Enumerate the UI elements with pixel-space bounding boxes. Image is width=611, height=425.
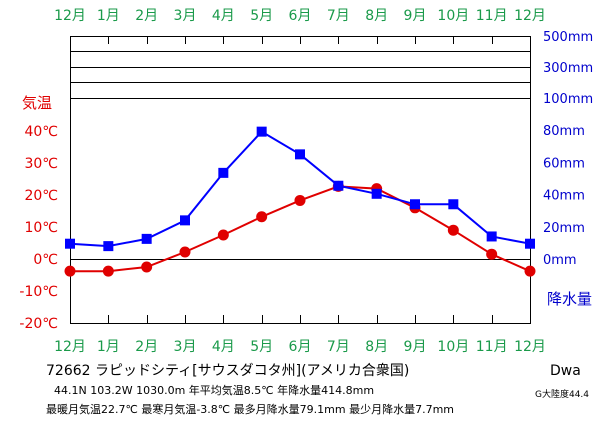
precipitation-point xyxy=(448,199,459,210)
station-title: 72662 ラピッドシティ[サウスダコタ州](アメリカ合衆国) xyxy=(46,363,409,379)
precipitation-point xyxy=(371,188,382,199)
month-label-top: 11月 xyxy=(476,8,508,24)
month-label-top: 4月 xyxy=(212,8,235,24)
precip-upper-grid xyxy=(70,51,530,260)
temperature-point xyxy=(294,194,306,206)
month-label-top: 12月 xyxy=(514,8,546,24)
month-label-top: 12月 xyxy=(54,8,86,24)
precipitation-point xyxy=(218,167,229,178)
precipitation-tick-label: 300mm xyxy=(543,61,593,76)
month-label-bottom: 8月 xyxy=(365,339,388,355)
month-label-bottom: 1月 xyxy=(97,339,120,355)
series-layer xyxy=(64,126,536,277)
precipitation-point xyxy=(103,241,114,252)
month-label-bottom: 2月 xyxy=(135,339,158,355)
precipitation-tick-label: 60mm xyxy=(543,156,585,171)
precipitation-line xyxy=(69,130,531,248)
temperature-point xyxy=(102,265,114,277)
month-label-bottom: 5月 xyxy=(250,339,273,355)
temperature-tick-label: -20℃ xyxy=(19,316,58,332)
station-extremes: 最暖月気温22.7℃ 最寒月気温-3.8℃ 最多月降水量79.1mm 最少月降水… xyxy=(46,402,454,416)
temperature-point xyxy=(141,261,153,273)
temperature-point xyxy=(64,265,76,277)
precipitation-tick-label: 40mm xyxy=(543,189,585,204)
month-label-bottom: 3月 xyxy=(174,339,197,355)
precipitation-tick-labels: 500mm 300mm 100mm 80mm 60mm 40mm 20mm 0mm xyxy=(543,30,593,268)
temperature-tick-label: 10℃ xyxy=(24,220,58,236)
precipitation-point xyxy=(295,149,305,160)
precipitation-axis-title: 降水量 xyxy=(547,290,592,308)
month-label-bottom: 7月 xyxy=(327,339,350,355)
temperature-point xyxy=(486,248,498,260)
month-label-top: 6月 xyxy=(289,8,312,24)
month-label-top: 8月 xyxy=(365,8,388,24)
month-label-bottom: 12月 xyxy=(54,339,86,355)
precipitation-point xyxy=(333,180,344,191)
month-label-top: 3月 xyxy=(174,8,197,24)
temperature-tick-label: 30℃ xyxy=(24,156,58,172)
precipitation-point xyxy=(486,231,497,242)
precipitation-tick-label: 80mm xyxy=(543,124,585,139)
month-label-bottom: 4月 xyxy=(212,339,235,355)
station-stats: 44.1N 103.2W 1030.0m 年平均気温8.5℃ 年降水量414.8… xyxy=(54,383,374,397)
month-label-bottom: 11月 xyxy=(476,339,508,355)
temperature-point xyxy=(447,224,459,236)
plot-frame xyxy=(70,36,531,324)
month-label-top: 2月 xyxy=(135,8,158,24)
precipitation-point xyxy=(141,233,152,244)
month-label-bottom: 10月 xyxy=(437,339,469,355)
bottom-month-labels: 12月 1月 2月 3月 4月 5月 6月 7月 8月 9月 10月 11月 12月 xyxy=(54,339,546,355)
temperature-axis-title: 気温 xyxy=(22,94,52,112)
precipitation-point xyxy=(65,238,75,249)
temperature-point xyxy=(217,229,229,241)
climate-code: Dwa xyxy=(550,363,581,379)
precipitation-point xyxy=(180,215,190,226)
precipitation-tick-label: 0mm xyxy=(543,253,577,268)
temperature-tick-label: -10℃ xyxy=(19,284,58,300)
temperature-point xyxy=(256,211,268,223)
month-label-bottom: 6月 xyxy=(289,339,312,355)
temperature-point xyxy=(179,246,191,258)
top-month-labels: 12月 1月 2月 3月 4月 5月 6月 7月 8月 9月 10月 11月 12月 xyxy=(54,8,546,24)
precipitation-tick-label: 20mm xyxy=(543,221,585,236)
x-tick-marks xyxy=(70,36,531,323)
temperature-tick-label: 20℃ xyxy=(24,188,58,204)
precipitation-point xyxy=(256,126,267,137)
temperature-tick-label: 0℃ xyxy=(33,252,58,268)
month-label-top: 7月 xyxy=(327,8,350,24)
month-label-top: 9月 xyxy=(404,8,427,24)
continentality-index: G大陸度44.4 xyxy=(535,388,589,400)
month-label-top: 10月 xyxy=(437,8,469,24)
precipitation-point xyxy=(410,199,420,210)
precipitation-tick-label: 100mm xyxy=(543,92,593,107)
month-label-top: 1月 xyxy=(97,8,120,24)
precipitation-tick-label: 500mm xyxy=(543,30,593,45)
month-label-top: 5月 xyxy=(250,8,273,24)
temperature-tick-labels: 40℃ 30℃ 20℃ 10℃ 0℃ -10℃ -20℃ xyxy=(19,124,58,332)
month-label-bottom: 12月 xyxy=(514,339,546,355)
month-label-bottom: 9月 xyxy=(404,339,427,355)
temperature-point xyxy=(524,265,536,277)
temperature-tick-label: 40℃ xyxy=(24,124,58,140)
precipitation-point xyxy=(525,238,535,249)
